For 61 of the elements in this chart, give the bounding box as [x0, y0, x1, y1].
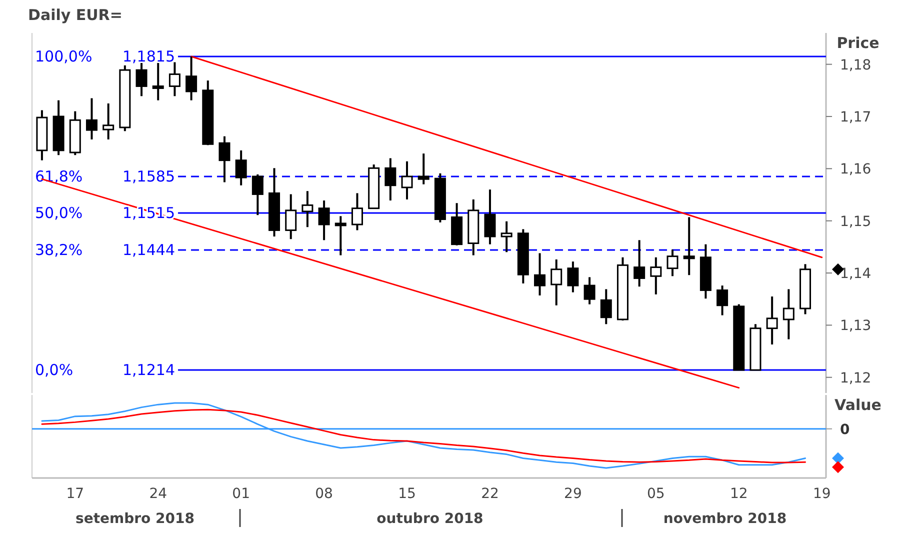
candlestick [218, 135, 230, 184]
candlestick [666, 248, 678, 278]
candlestick [318, 199, 330, 242]
ref-line-label: 1,1815 [122, 47, 175, 66]
text: setembro 2018 [76, 511, 194, 527]
ref-line-label: 1,1444 [122, 241, 175, 260]
candlestick [782, 288, 794, 340]
candlestick [584, 276, 596, 306]
candlestick [634, 239, 646, 288]
x-tick-label: 22 [481, 486, 499, 502]
candlestick [766, 295, 778, 346]
candlestick [102, 102, 114, 140]
candlestick [285, 193, 297, 240]
candlestick [351, 192, 363, 232]
y-tick-label: 1,16 [840, 162, 872, 178]
y-axis-title: Value [834, 396, 882, 414]
candlestick [650, 256, 662, 296]
candlestick [716, 284, 728, 316]
x-tick-label: 15 [398, 486, 416, 502]
candlestick [186, 55, 198, 102]
chart-title: Daily EUR= [28, 6, 122, 24]
annotation: 38,2% [35, 241, 83, 260]
y-tick-label: 1,18 [840, 57, 872, 74]
x-tick-label: 17 [66, 486, 84, 502]
y-tick-label: 1,12 [840, 370, 872, 386]
annotation: 50,0% [35, 204, 83, 222]
x-tick-label: 05 [647, 486, 665, 502]
annotation: 0,0% [35, 361, 74, 380]
text: novembro 2018 [663, 511, 787, 527]
candlestick [235, 149, 247, 186]
candlestick [550, 258, 562, 306]
candlestick [302, 190, 314, 228]
candlestick [252, 173, 264, 216]
candlestick [334, 215, 346, 256]
ref-line-label: 1,1585 [122, 167, 175, 186]
x-tick-label: 08 [315, 486, 333, 502]
y-axis-title: Price [836, 34, 880, 52]
candlestick [600, 288, 612, 326]
ref-line-label: 0 [840, 422, 850, 438]
candlestick [683, 216, 695, 276]
x-tick-label: 29 [564, 486, 582, 502]
y-tick-label: 1,15 [840, 214, 872, 230]
candlestick [86, 97, 98, 140]
candlestick [384, 157, 396, 202]
y-tick-label: 1,13 [840, 318, 872, 334]
candlestick [500, 220, 512, 254]
y-tick-label: 1,17 [840, 109, 872, 126]
annotation: 61,8% [35, 167, 83, 186]
x-tick-label: 12 [730, 486, 748, 502]
candlestick [401, 160, 413, 200]
candlestick [484, 188, 496, 246]
ref-line-label: 1,1214 [122, 361, 175, 380]
candlestick [418, 152, 430, 186]
candlestick [534, 252, 546, 296]
candlestick [567, 260, 579, 294]
text: outubro 2018 [376, 511, 484, 527]
x-tick-label: 19 [812, 486, 831, 502]
annotation: 100,0% [35, 47, 92, 66]
y-tick-label: 1,14 [840, 266, 872, 282]
x-tick-label: 24 [149, 486, 168, 502]
x-tick-label: 01 [232, 486, 250, 502]
